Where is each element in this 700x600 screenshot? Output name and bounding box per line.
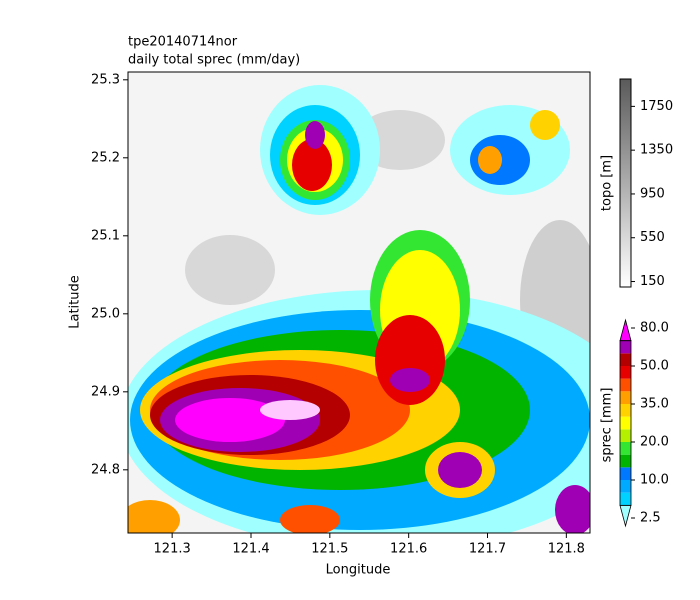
field [128, 72, 590, 533]
colorbar-cell [620, 391, 631, 404]
y-tick-label: 25.0 [91, 306, 120, 321]
colorbar-cell [620, 492, 631, 506]
rain [128, 85, 590, 533]
y-tick-label: 24.9 [91, 384, 120, 399]
topo-colorbar-label: topo [m] [600, 155, 615, 211]
sprec-tick-label: 20.0 [640, 435, 669, 450]
x-tick-label: 121.5 [311, 542, 348, 557]
topo-tick-label: 150 [640, 274, 665, 289]
sprec-colorbar-label: sprec [mm] [600, 388, 615, 463]
colorbar-cell [620, 340, 631, 354]
colorbar-cell [620, 366, 631, 379]
colorbar-extend-max [619, 318, 632, 342]
plot-frame [127, 71, 591, 534]
topo-colorbar [619, 78, 632, 288]
topo-tick-label: 1350 [640, 143, 673, 158]
x-tick-label: 121.4 [232, 542, 269, 557]
colorbar-cell [620, 442, 631, 455]
sprec-tick-label: 50.0 [640, 359, 669, 374]
x-tick-label: 121.6 [390, 542, 427, 557]
colorbar-cell [620, 416, 631, 430]
subtitle: daily total sprec (mm/day) [128, 53, 300, 68]
y-tick-label: 25.3 [91, 72, 120, 87]
topo-tick-label: 950 [640, 186, 665, 201]
x-tick-label: 121.7 [469, 542, 506, 557]
sprec-tick-label: 35.0 [640, 397, 669, 412]
y-tick-label: 24.8 [91, 462, 120, 477]
y-axis-label: Latitude [68, 275, 83, 329]
colorbar-cell [620, 480, 631, 493]
colorbar-extend-min [619, 504, 632, 528]
x-tick-label: 121.8 [548, 542, 585, 557]
colorbar-cell [620, 429, 631, 442]
title: tpe20140714nor [128, 35, 238, 50]
y-tick-label: 25.1 [91, 228, 120, 243]
topo-tick-label: 1750 [640, 99, 673, 114]
colorbar-cell [620, 454, 631, 468]
colorbar-cell [620, 353, 631, 366]
colorbar-cell [620, 404, 631, 417]
y-tick-label: 25.2 [91, 150, 120, 165]
sprec-tick-label: 80.0 [640, 321, 669, 336]
topo-tick-label: 550 [640, 230, 665, 245]
sprec-colorbar-frame [619, 340, 632, 506]
colorbar-cell [620, 378, 631, 392]
sprec-tick-label: 2.5 [640, 511, 661, 526]
x-tick-label: 121.3 [154, 542, 191, 557]
x-axis-label: Longitude [326, 563, 391, 578]
colorbar-cell [620, 467, 631, 480]
sprec-tick-label: 10.0 [640, 473, 669, 488]
